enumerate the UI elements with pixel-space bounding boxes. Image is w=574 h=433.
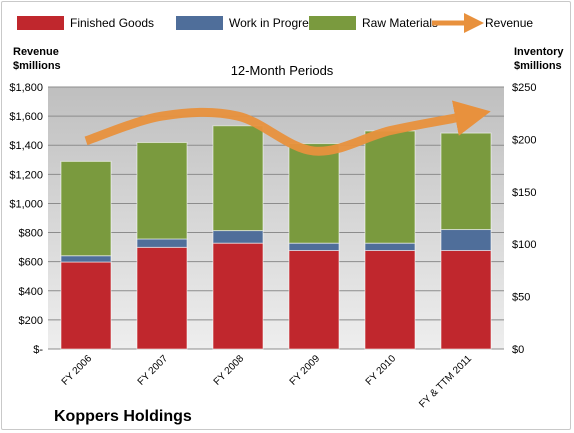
bar-work-in-progress [136, 238, 188, 248]
left-tick-label: $800 [19, 228, 43, 240]
category-label: FY 2010 [364, 353, 399, 388]
category-label: FY & TTM 2011 [417, 353, 474, 410]
category-labels: FY 2006 FY 2007 FY 2008 FY 2009 FY 2010 FY & … [60, 353, 475, 410]
bar-finished-goods [60, 261, 112, 350]
bar-raw-materials [60, 160, 112, 257]
right-tick-label: $150 [512, 187, 536, 199]
legend-swatch-work-in-progress [176, 16, 223, 30]
bar-finished-goods [440, 249, 492, 350]
left-tick-label: $1,800 [9, 82, 43, 94]
right-tick-label: $200 [512, 134, 536, 146]
left-tick-label: $400 [19, 286, 43, 298]
left-axis-title-line2: $millions [13, 60, 61, 72]
left-tick-label: $200 [19, 315, 43, 327]
bar-work-in-progress [440, 229, 492, 251]
legend-label-revenue: Revenue [485, 16, 533, 30]
bars [60, 125, 492, 350]
bar-finished-goods [136, 246, 188, 350]
legend: Finished Goods Work in Progress Raw Mate… [17, 13, 533, 33]
left-tick-label: $1,400 [9, 140, 43, 152]
left-axis-title-line1: Revenue [13, 46, 59, 58]
bar-finished-goods [364, 249, 416, 350]
left-axis-ticks: $- $200 $400 $600 $800 $1,000 $1,200 $1,400 $1,6… [9, 82, 43, 356]
bar-raw-materials [136, 142, 188, 240]
right-tick-label: $0 [512, 344, 524, 356]
left-tick-label: $1,600 [9, 111, 43, 123]
bar-raw-materials [212, 125, 264, 232]
legend-swatch-raw-materials [309, 16, 356, 30]
chart-title: 12-Month Periods [231, 63, 334, 78]
bar-raw-materials [440, 132, 492, 231]
right-tick-label: $100 [512, 239, 536, 251]
left-tick-label: $1,000 [9, 198, 43, 210]
bar-finished-goods [212, 242, 264, 350]
gridlines [48, 86, 504, 350]
bar-work-in-progress [212, 230, 264, 244]
right-tick-label: $250 [512, 82, 536, 94]
revenue-series [84, 100, 491, 156]
legend-label-raw-materials: Raw Materials [362, 16, 438, 30]
bar-raw-materials [288, 143, 340, 244]
left-tick-label: $600 [19, 257, 43, 269]
right-axis-title-line2: $millions [514, 60, 562, 72]
left-tick-label: $1,200 [9, 169, 43, 181]
category-label: FY 2008 [212, 353, 247, 388]
revenue-line [84, 100, 491, 156]
category-label: FY 2009 [288, 353, 323, 388]
bar-work-in-progress [288, 242, 340, 251]
legend-swatch-finished-goods [17, 16, 64, 30]
bar-work-in-progress [60, 255, 112, 263]
left-tick-label: $- [33, 344, 43, 356]
right-tick-label: $50 [512, 292, 530, 304]
bar-work-in-progress [364, 242, 416, 251]
bar-finished-goods [288, 249, 340, 350]
bar-raw-materials [364, 130, 416, 244]
category-label: FY 2007 [136, 353, 171, 388]
legend-label-finished-goods: Finished Goods [70, 16, 154, 30]
right-axis-title-line1: Inventory [514, 46, 564, 58]
company-name: Koppers Holdings [54, 408, 192, 425]
legend-label-work-in-progress: Work in Progress [229, 16, 321, 30]
right-axis-ticks: $0 $50 $100 $150 $200 $250 [512, 82, 536, 356]
category-label: FY 2006 [60, 353, 95, 388]
